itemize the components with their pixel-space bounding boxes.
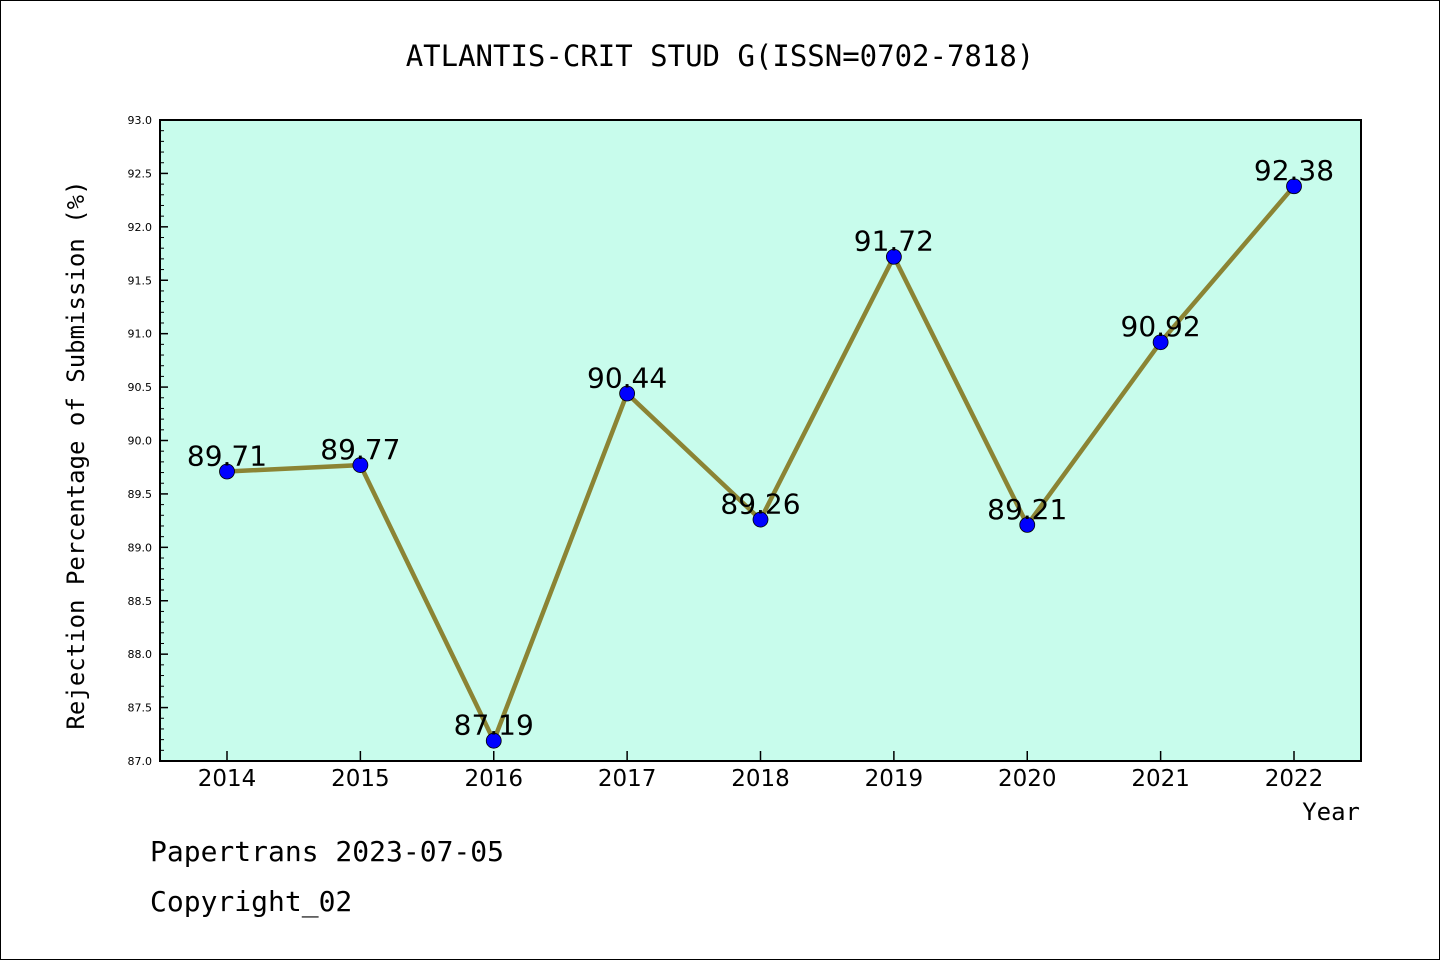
x-axis: 2014 2015 2016 2017 2018 2019 2020 2021 2022 xyxy=(198,751,1324,792)
data-label: 89.71 xyxy=(187,439,267,472)
y-axis-label: Rejection Percentage of Submission (%) xyxy=(62,180,90,729)
x-tick-label: 2017 xyxy=(598,766,657,792)
y-tick-label: 89.0 xyxy=(128,541,153,554)
data-point xyxy=(885,248,902,265)
y-tick-label: 88.0 xyxy=(128,648,153,661)
data-point xyxy=(485,732,502,749)
data-point xyxy=(352,457,369,473)
footer-copyright: Copyright_02 xyxy=(150,885,353,918)
x-tick-label: 2021 xyxy=(1131,766,1190,792)
y-tick-label: 89.5 xyxy=(128,488,153,501)
y-tick-label: 93.0 xyxy=(128,114,153,127)
chart-title: ATLANTIS-CRIT STUD G(ISSN=0702-7818) xyxy=(406,39,1035,73)
data-point xyxy=(1152,334,1169,351)
x-tick-label: 2020 xyxy=(998,766,1057,792)
y-axis: 87.0 87.5 88.0 88.5 89.0 89.5 90.0 90.5 91.0 91.5… xyxy=(128,114,168,768)
data-point xyxy=(1286,178,1302,195)
data-label: 90.92 xyxy=(1121,310,1201,343)
x-tick-label: 2016 xyxy=(464,766,523,792)
x-tick-label: 2015 xyxy=(331,766,390,792)
x-axis-label: Year xyxy=(1302,798,1360,826)
data-point xyxy=(219,463,235,480)
footer-date: Papertrans 2023-07-05 xyxy=(150,835,505,868)
y-tick-label: 88.5 xyxy=(128,595,153,608)
y-tick-label: 90.0 xyxy=(128,435,153,448)
data-label: 89.77 xyxy=(320,433,400,466)
data-label: 87.19 xyxy=(454,709,534,742)
x-tick-label: 2022 xyxy=(1265,766,1324,792)
data-point xyxy=(1019,516,1036,533)
data-point xyxy=(619,385,636,402)
data-label: 91.72 xyxy=(854,225,934,258)
series-markers xyxy=(219,178,1302,749)
data-labels: 89.71 89.77 87.19 90.44 89.26 91.72 89.21 90.92… xyxy=(187,154,1334,741)
data-label: 92.38 xyxy=(1254,154,1334,187)
y-tick-label: 87.5 xyxy=(128,702,153,715)
data-label: 89.26 xyxy=(720,488,800,521)
x-tick-label: 2014 xyxy=(198,766,257,792)
x-tick-label: 2019 xyxy=(865,766,924,792)
data-label: 89.21 xyxy=(987,493,1067,526)
data-label: 90.44 xyxy=(587,361,667,394)
y-tick-label: 87.0 xyxy=(128,755,153,768)
y-tick-label: 92.5 xyxy=(128,167,153,180)
plot-area xyxy=(159,119,1362,762)
y-tick-label: 90.5 xyxy=(128,381,153,394)
data-point xyxy=(752,511,769,528)
x-tick-label: 2018 xyxy=(731,766,790,792)
y-tick-label: 91.0 xyxy=(128,328,153,341)
y-tick-label: 91.5 xyxy=(128,274,153,287)
y-tick-label: 92.0 xyxy=(128,221,153,234)
